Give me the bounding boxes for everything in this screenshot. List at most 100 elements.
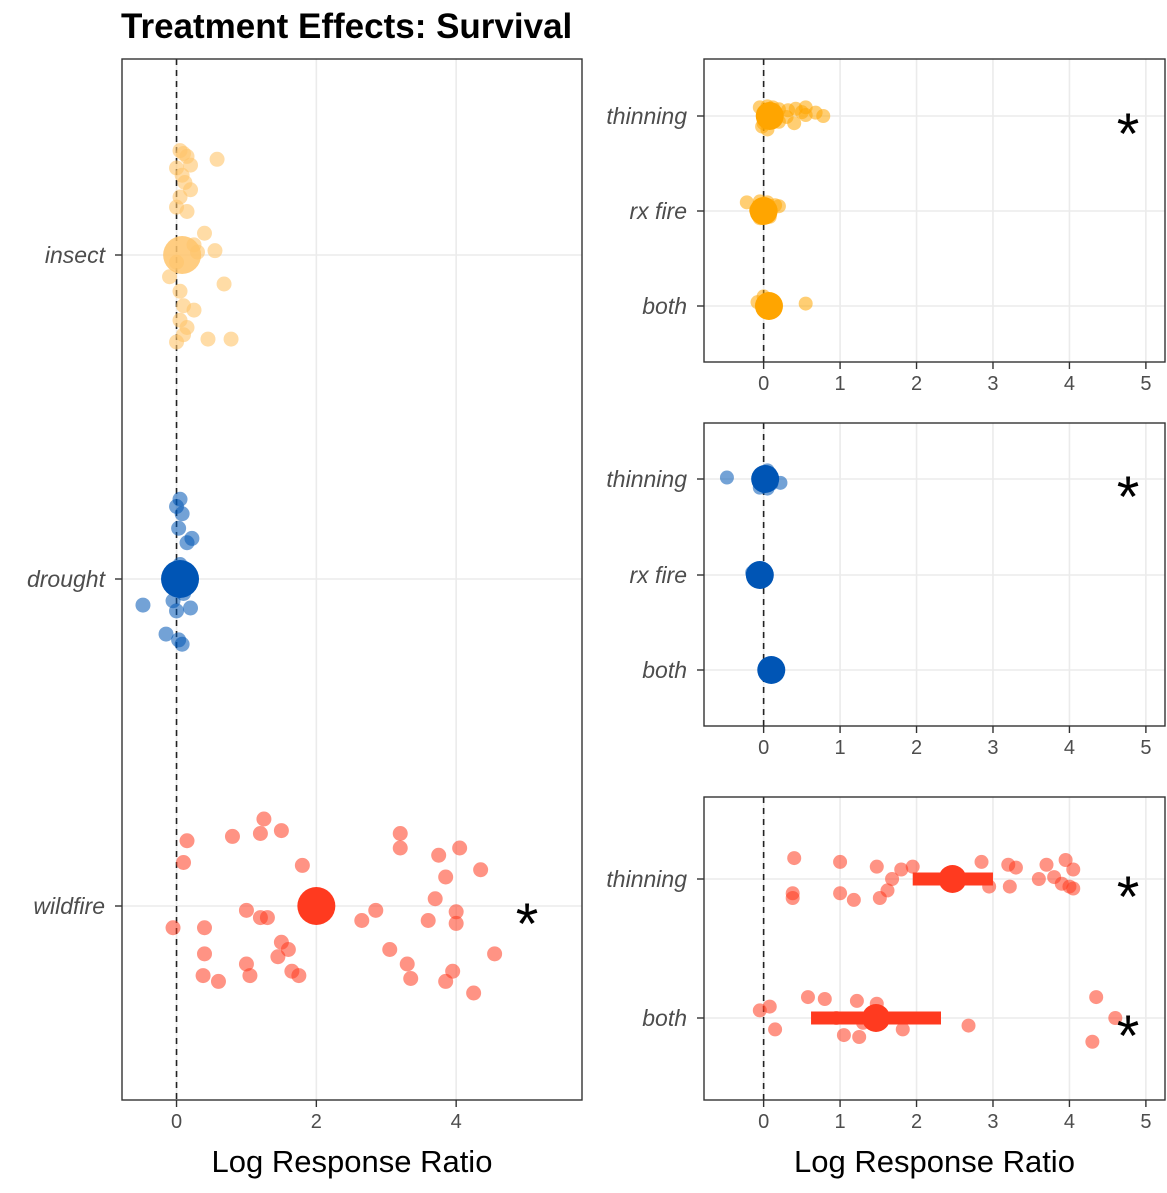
data-point	[392, 826, 408, 841]
category-label: thinning	[606, 866, 687, 892]
mean-marker	[938, 865, 967, 893]
mean-marker	[297, 887, 336, 925]
data-point	[431, 847, 447, 863]
mean-marker	[161, 560, 200, 598]
x-tick-label: 3	[987, 373, 998, 395]
panel-right-top: thinning * rx fire both 0 1 2 3 4 5	[606, 58, 1166, 395]
data-point	[817, 992, 832, 1006]
data-point	[1058, 853, 1073, 867]
x-tick-label: 0	[758, 737, 769, 759]
data-point	[216, 276, 232, 292]
data-point	[1085, 1034, 1100, 1049]
panels: insect drought wildfire * 0 2 4 Log Response Ra…	[27, 58, 1166, 1179]
significance-star: *	[1117, 1004, 1140, 1069]
data-point	[171, 520, 187, 536]
data-point	[238, 956, 254, 972]
x-tick-label: 1	[835, 373, 846, 395]
panel-left: insect drought wildfire * 0 2 4 Log Response Ra…	[27, 58, 583, 1179]
category-label: both	[642, 293, 687, 319]
x-tick-label: 2	[911, 373, 922, 395]
panel-border	[121, 58, 583, 1101]
data-point	[403, 971, 419, 986]
x-axis-label: Log Response Ratio	[212, 1144, 493, 1179]
category-label: insect	[45, 242, 107, 268]
significance-star: *	[1117, 865, 1140, 930]
category-label: drought	[27, 566, 107, 592]
data-point	[368, 902, 384, 918]
panel-right-middle: thinning * rx fire both 0 1 2 3 4 5	[606, 422, 1166, 759]
data-point	[787, 116, 802, 131]
data-point	[487, 946, 503, 962]
data-point	[798, 108, 813, 123]
data-point	[280, 942, 296, 957]
panel-right-bottom: thinning * both * 0 1 2 3 4 5 Log Response Ratio	[606, 796, 1166, 1179]
series-both	[750, 289, 813, 320]
data-point	[1031, 872, 1046, 886]
data-point	[183, 600, 199, 616]
data-point	[186, 302, 202, 318]
data-point	[872, 891, 887, 905]
data-point	[224, 828, 240, 844]
x-tick-label: 4	[1064, 737, 1075, 759]
data-point	[242, 968, 258, 984]
data-point	[210, 973, 226, 989]
data-point	[238, 902, 254, 918]
data-point	[179, 833, 195, 849]
data-point	[448, 915, 464, 931]
series-drought	[135, 491, 200, 652]
series-rx-fire	[739, 194, 786, 226]
data-point	[196, 920, 212, 936]
data-point	[382, 942, 398, 957]
significance-star: *	[516, 892, 539, 957]
x-tick-label: 2	[311, 1111, 322, 1133]
data-point	[473, 862, 489, 878]
x-tick-label: 4	[1064, 1111, 1075, 1133]
x-tick-label: 0	[758, 1111, 769, 1133]
x-tick-label: 1	[835, 737, 846, 759]
mean-marker	[745, 561, 774, 589]
data-point	[1002, 879, 1017, 894]
series-thinning	[785, 851, 1081, 907]
data-point	[787, 851, 802, 866]
data-point	[785, 891, 800, 905]
x-tick-label: 5	[1140, 373, 1151, 395]
data-point	[852, 1030, 867, 1044]
data-point	[174, 636, 190, 652]
data-point	[179, 535, 195, 551]
data-point	[798, 296, 813, 311]
series-thinning	[752, 99, 831, 137]
significance-star: *	[1117, 465, 1140, 530]
x-tick-label: 2	[911, 737, 922, 759]
data-point	[885, 872, 900, 886]
category-label: rx fire	[630, 562, 688, 588]
series-thinning	[719, 463, 788, 496]
data-point	[846, 892, 861, 907]
series-insect	[162, 143, 239, 350]
chart-title: Treatment Effects: Survival	[121, 7, 572, 46]
category-label: both	[642, 1005, 687, 1031]
data-point	[183, 182, 199, 198]
x-tick-label: 4	[1064, 373, 1075, 395]
data-point	[179, 204, 195, 219]
panel-border	[703, 422, 1166, 727]
data-point	[256, 811, 272, 827]
data-point	[849, 993, 864, 1008]
data-point	[135, 597, 151, 613]
x-tick-label: 0	[758, 373, 769, 395]
series-both	[757, 656, 786, 684]
category-label: both	[642, 657, 687, 683]
data-point	[392, 840, 408, 856]
data-point	[165, 920, 181, 936]
data-point	[174, 506, 190, 522]
data-point	[196, 946, 212, 962]
data-point	[427, 891, 443, 907]
data-point	[448, 904, 464, 920]
data-point	[739, 195, 754, 210]
x-axis-label: Log Response Ratio	[794, 1144, 1075, 1179]
data-point	[1001, 857, 1016, 872]
x-tick-label: 4	[451, 1111, 462, 1133]
data-point	[294, 857, 310, 873]
mean-marker	[749, 197, 778, 225]
data-point	[905, 859, 920, 874]
